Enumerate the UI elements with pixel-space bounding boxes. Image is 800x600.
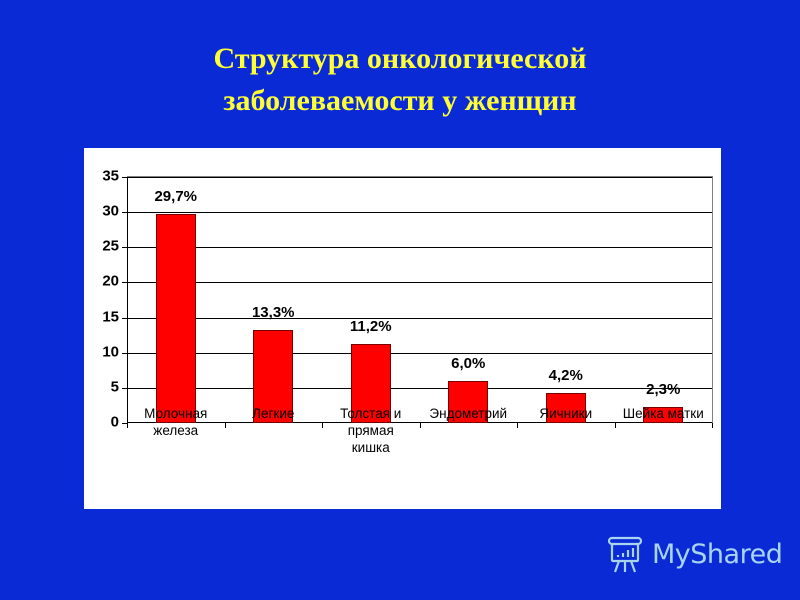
chart-panel: 29,7% 13,3% 11,2% 6,0% 4,2% 2,3% 0 5 10 15 20 25 30… <box>84 148 721 509</box>
y-tick-label: 30 <box>102 202 119 220</box>
y-tick <box>122 423 127 424</box>
bar-value-label: 29,7% <box>154 188 198 206</box>
plot-area: 29,7% 13,3% 11,2% 6,0% 4,2% 2,3% <box>122 176 713 428</box>
x-category-label-line: Толстая и <box>340 406 402 421</box>
bar <box>545 393 586 423</box>
y-tick <box>122 177 127 178</box>
y-tick-label: 35 <box>102 167 119 185</box>
y-tick <box>122 247 127 249</box>
bar <box>350 344 391 423</box>
watermark-text: MyShared <box>652 538 783 570</box>
x-category-label: Шейка матки <box>615 405 712 422</box>
x-tick <box>517 423 518 428</box>
x-category-label: Легкие <box>225 405 322 422</box>
bar-value-label: 13,3% <box>251 303 295 321</box>
x-category-label-line: Шейка матки <box>622 406 704 421</box>
bar <box>448 380 489 423</box>
y-tick <box>122 212 127 214</box>
x-category-label: Яичники <box>517 405 614 422</box>
y-tick-label: 5 <box>110 378 119 396</box>
x-tick <box>322 423 323 428</box>
x-tick <box>419 423 421 428</box>
bar-value-label: 6,0% <box>451 354 486 372</box>
x-tick <box>224 423 226 428</box>
bar-value-label: 11,2% <box>349 318 392 336</box>
slide-title-line-1: Структура онкологической <box>213 42 587 75</box>
watermark: MyShared <box>606 534 783 574</box>
gridline <box>127 212 712 214</box>
presentation-board-icon <box>607 536 643 573</box>
x-category-label-line: кишка <box>351 440 390 455</box>
bar-value-label: 4,2% <box>548 367 583 385</box>
y-tick <box>122 317 127 319</box>
x-tick <box>712 423 713 428</box>
gridline <box>127 177 712 178</box>
gridline <box>127 352 712 354</box>
x-tick <box>127 423 128 428</box>
bar <box>155 214 196 423</box>
y-tick <box>122 387 127 389</box>
y-tick-label: 0 <box>110 413 119 431</box>
gridline <box>127 317 712 319</box>
slide-title-line-2: заболеваемости у женщин <box>223 84 577 117</box>
y-axis <box>127 177 128 423</box>
x-category-label-line: Яичники <box>539 406 593 421</box>
y-tick-label: 20 <box>102 272 119 290</box>
y-tick-label: 25 <box>102 237 119 255</box>
y-tick <box>122 352 127 354</box>
bar-value-label: 2,3% <box>646 380 681 398</box>
gridline <box>127 247 712 249</box>
x-category-label: Толстая и прямая кишка <box>322 405 419 456</box>
slide-title: Структура онкологической заболеваемости … <box>0 38 800 122</box>
y-tick <box>122 282 127 284</box>
gridline <box>127 282 712 284</box>
y-tick-label: 15 <box>102 308 119 326</box>
x-category-label-line: Легкие <box>252 406 295 421</box>
x-category-label-line: железа <box>153 423 199 438</box>
x-tick <box>614 423 616 428</box>
bar <box>643 406 684 423</box>
gridline <box>127 387 712 389</box>
y-tick-label: 10 <box>102 343 119 361</box>
x-category-label-line: Эндометрий <box>429 406 508 421</box>
x-category-label-line: прямая <box>347 423 394 438</box>
bar <box>253 329 294 423</box>
x-category-label: Эндометрий <box>420 405 517 422</box>
x-category-label-line: Молочная <box>144 406 208 421</box>
x-category-label: Молочная железа <box>127 405 224 439</box>
x-axis <box>127 422 712 423</box>
